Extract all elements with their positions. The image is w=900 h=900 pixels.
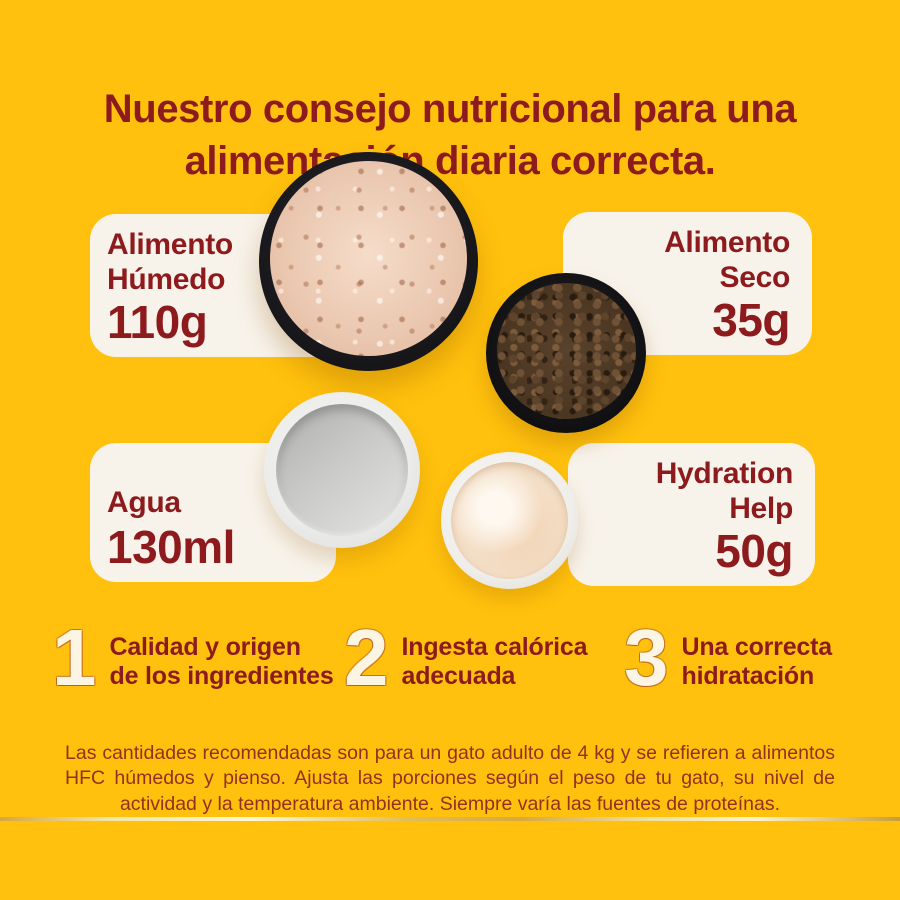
hydration-help-bowl-photo: [441, 452, 578, 589]
tip-1-text: Calidad y origen de los ingredientes: [109, 633, 334, 690]
dry-food-amount: 35g: [712, 294, 790, 346]
page-title-line-1: Nuestro consejo nutricional para una: [103, 86, 797, 131]
water-amount: 130ml: [107, 521, 235, 573]
hydration-help-portion-card: Hydration Help 50g: [568, 443, 815, 586]
gold-divider-line: [0, 817, 900, 821]
page-title-line-2: alimentación diaria correcta.: [184, 138, 716, 183]
wet-food-bowl-photo: [259, 152, 478, 371]
tip-1-number: 1: [52, 613, 96, 702]
tip-3-text: Una correcta hidratación: [681, 633, 833, 690]
water-bowl-photo: [264, 392, 420, 548]
hydration-help-amount: 50g: [715, 525, 793, 577]
tip-2-text: Ingesta calórica adecuada: [401, 633, 588, 690]
disclaimer-text: Las cantidades recomendadas son para un …: [65, 741, 835, 816]
tip-3-number: 3: [624, 613, 668, 702]
dry-kibble-bowl-photo: [486, 273, 646, 433]
tip-2-number: 2: [344, 613, 388, 702]
tip-2: 2 Ingesta calórica adecuada: [344, 613, 588, 702]
tip-1: 1 Calidad y origen de los ingredientes: [52, 613, 334, 702]
hydration-help-label: Hydration Help: [655, 457, 794, 526]
tip-3: 3 Una correcta hidratación: [624, 613, 833, 702]
wet-food-amount: 110g: [107, 296, 208, 348]
dry-food-label: Alimento Seco: [664, 226, 790, 295]
page-title: Nuestro consejo nutricional para una ali…: [0, 83, 900, 187]
wet-food-label: Alimento Húmedo: [107, 228, 233, 297]
water-label: Agua: [107, 485, 181, 519]
